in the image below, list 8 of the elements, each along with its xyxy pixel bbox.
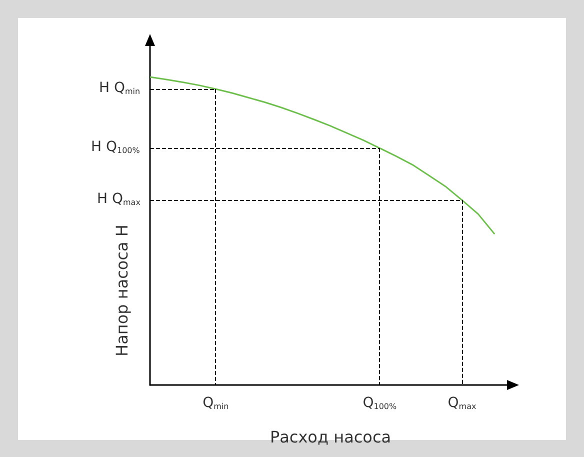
ref-line-label: H Q$_{min}$ [99,80,140,98]
x-tick-label: Q$_{max}$ [448,395,476,413]
x-tick-label: Q$_{min}$ [202,395,229,413]
ref-line-label: H Q$_{100%}$ [91,139,140,158]
ref-line-label: H Q$_{max}$ [97,190,140,209]
x-axis-title: Расход насоса [270,428,392,446]
y-axis-title: Напор насоса H [112,224,132,356]
x-tick-label: Q$_{100%}$ [362,395,397,413]
